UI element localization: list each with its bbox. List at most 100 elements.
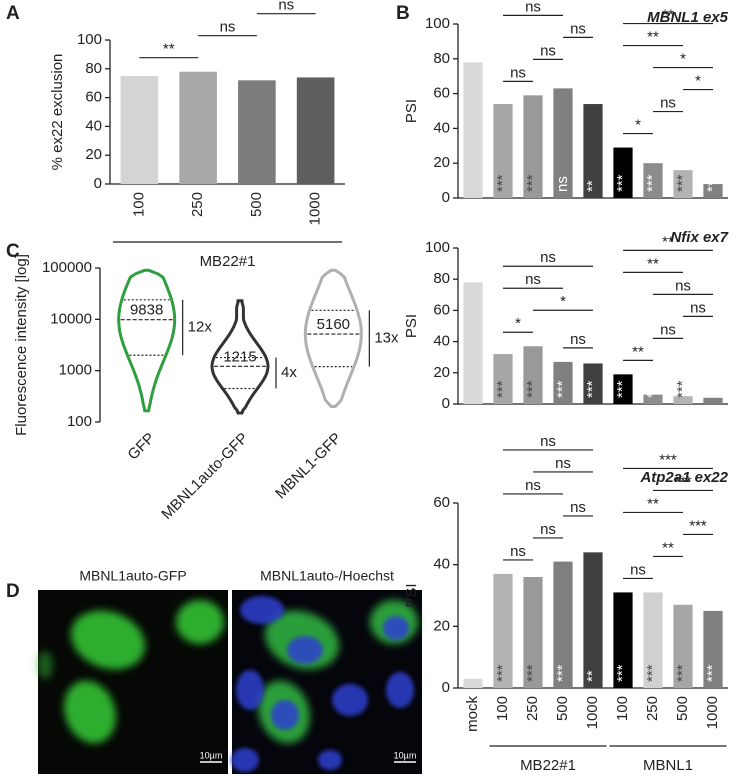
bar-label: *** <box>494 174 511 192</box>
bar-label: *** <box>644 174 661 192</box>
bar-label: *** <box>704 174 721 192</box>
x-tick-label: 500 <box>674 696 691 721</box>
bar <box>703 184 723 198</box>
bar-label: *** <box>494 664 511 682</box>
micrograph: 10µm <box>37 590 228 774</box>
violin <box>117 268 177 413</box>
significance-label: ns <box>525 477 541 494</box>
significance-label: *** <box>659 451 677 468</box>
y-tick-label: 60 <box>433 85 450 102</box>
bar <box>179 71 217 184</box>
y-tick-label: 20 <box>433 154 450 171</box>
bar-label: *** <box>524 380 541 398</box>
chart-title: MBNL1 ex5 <box>647 9 729 26</box>
x-tick-label: 250 <box>644 696 661 721</box>
significance-label: * <box>560 293 566 310</box>
x-tick-label: 1000 <box>584 696 601 729</box>
y-tick-label: 100 <box>77 31 102 48</box>
fold-label: 13x <box>374 329 399 346</box>
significance-label: *** <box>689 517 707 534</box>
significance-label: ns <box>540 42 556 59</box>
bar-label: *** <box>704 664 721 682</box>
bar <box>463 282 483 404</box>
significance-label: * <box>515 315 521 332</box>
x-tick-label: GFP <box>124 430 158 464</box>
bar <box>613 592 633 688</box>
bar-label: *** <box>674 174 691 192</box>
significance-label: ** <box>662 539 674 556</box>
significance-label: ** <box>163 41 175 58</box>
bar-label: *** <box>674 380 691 398</box>
bar <box>463 678 483 688</box>
bar <box>673 170 693 198</box>
bar-label: *** <box>494 380 511 398</box>
significance-label: ns <box>660 321 676 338</box>
y-tick-label: 60 <box>433 301 450 318</box>
significance-label: ** <box>647 495 659 512</box>
bar-label: *** <box>524 664 541 682</box>
panel-letter: A <box>6 3 20 24</box>
x-tick-label: 1000 <box>307 192 324 225</box>
significance-label: ns <box>540 433 556 450</box>
bar <box>296 77 335 184</box>
median-label: 9838 <box>130 302 163 319</box>
x-tick-label: MBNL1-GFP <box>272 430 345 503</box>
bar-label: ns <box>554 176 571 192</box>
bar <box>673 396 693 404</box>
y-tick-label: 60 <box>433 494 450 511</box>
bar <box>583 552 603 688</box>
bar <box>120 76 159 184</box>
group-label: MBNL1 <box>643 757 693 774</box>
y-tick-label: 0 <box>442 395 450 412</box>
significance-label: *** <box>674 473 692 490</box>
micrograph: 10µm <box>231 590 422 774</box>
y-tick-label: 80 <box>433 50 450 67</box>
group-label: MB22#1 <box>200 253 256 270</box>
bar <box>643 394 663 404</box>
bar <box>613 147 633 198</box>
x-tick-label: 100 <box>130 192 147 217</box>
bar <box>238 80 276 184</box>
image-title: MBNL1auto-/Hoechst <box>260 568 394 584</box>
fold-label: 12x <box>188 318 213 335</box>
y-tick-label: 100 <box>425 239 450 256</box>
y-tick-label: 80 <box>433 270 450 287</box>
y-tick-label: 20 <box>433 617 450 634</box>
bar-label: ** <box>584 180 601 192</box>
y-tick-label: 40 <box>433 333 450 350</box>
significance-label: ns <box>278 0 294 14</box>
y-axis-label: PSI <box>403 99 420 123</box>
y-tick-label: 80 <box>85 60 102 77</box>
bar <box>613 374 633 404</box>
x-tick-label: 500 <box>248 192 265 217</box>
bar-label: ** <box>584 670 601 682</box>
significance-label: ns <box>570 20 586 37</box>
significance-label: ns <box>540 249 556 266</box>
significance-label: * <box>695 73 701 90</box>
bar <box>703 610 723 688</box>
y-axis-label: PSI <box>403 583 420 607</box>
significance-label: * <box>635 117 641 134</box>
significance-label: ns <box>220 19 236 36</box>
significance-label: ** <box>662 233 674 250</box>
y-tick-label: 40 <box>433 119 450 136</box>
y-tick-label: 40 <box>433 556 450 573</box>
y-tick-label: 100 <box>425 15 450 32</box>
y-tick-label: 20 <box>85 146 102 163</box>
chart-title: Atp2a1 ex22 <box>639 469 728 486</box>
y-tick-label: 1000 <box>59 362 92 379</box>
bar <box>553 561 573 688</box>
bar <box>643 163 663 198</box>
y-tick-label: 100000 <box>42 259 92 276</box>
x-tick-label: 100 <box>494 696 511 721</box>
bar-label: *** <box>554 664 571 682</box>
x-tick-label: 100 <box>614 696 631 721</box>
bar-label: *** <box>614 664 631 682</box>
bar <box>493 573 513 688</box>
bar <box>583 363 603 404</box>
significance-label: ns <box>525 271 541 288</box>
significance-label: ns <box>540 521 556 538</box>
bar <box>673 604 693 688</box>
bar <box>643 592 663 688</box>
